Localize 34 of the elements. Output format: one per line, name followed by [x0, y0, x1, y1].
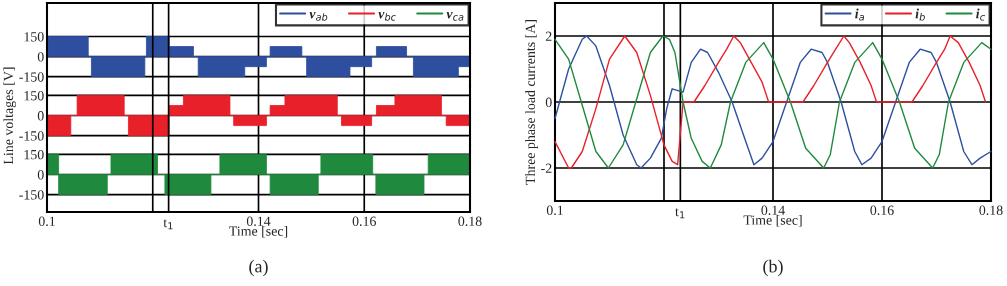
- y-tick-label: 0: [37, 170, 44, 180]
- x-tick-label: 0.14: [761, 205, 785, 215]
- x-tick-label: 0.16: [352, 216, 376, 226]
- x-axis-title: Time [sec]: [229, 225, 288, 238]
- x-tick-label: 0.1: [38, 216, 55, 226]
- y-tick-label: 0: [37, 52, 44, 62]
- text: (b): [763, 259, 783, 277]
- x-tick-label: 0.1: [546, 205, 563, 215]
- y-tick-label: -2: [541, 163, 552, 173]
- y-tick-label: 150: [24, 91, 44, 101]
- legend-label: i$_{c}$: [976, 8, 985, 21]
- x-axis-title: Time [sec]: [743, 214, 802, 227]
- legend-label: v$_{ca}$: [446, 11, 464, 21]
- legend-label: v$_{bc}$: [378, 11, 396, 21]
- x-tick-label: 0.16: [870, 205, 894, 215]
- legend-label: i$_{b}$: [915, 8, 925, 21]
- y-axis-title: Line voltages [V]: [3, 67, 16, 165]
- x-tick-label: 0.18: [979, 205, 1003, 215]
- y-tick-label: 2: [545, 31, 552, 41]
- y-tick-label: 150: [24, 32, 44, 42]
- y-tick-label: -150: [19, 131, 44, 141]
- legend-label: i$_{a}$: [855, 8, 865, 21]
- y-tick-label: -150: [19, 72, 44, 82]
- x-tick-label: 0.14: [246, 216, 271, 226]
- legend-label: v$_{ab}$: [309, 11, 328, 21]
- ref-line-label: t$_{1}$: [163, 219, 173, 230]
- y-axis-title: Three phase load currents [A]: [525, 20, 538, 185]
- y-tick-label: 0: [545, 97, 552, 107]
- ref-line-label: t$_{1}$: [675, 208, 685, 219]
- text: (a): [249, 259, 268, 277]
- y-tick-label: -150: [19, 190, 44, 200]
- y-tick-label: 0: [37, 111, 44, 121]
- y-tick-label: 150: [24, 149, 44, 160]
- x-tick-label: 0.18: [458, 216, 482, 226]
